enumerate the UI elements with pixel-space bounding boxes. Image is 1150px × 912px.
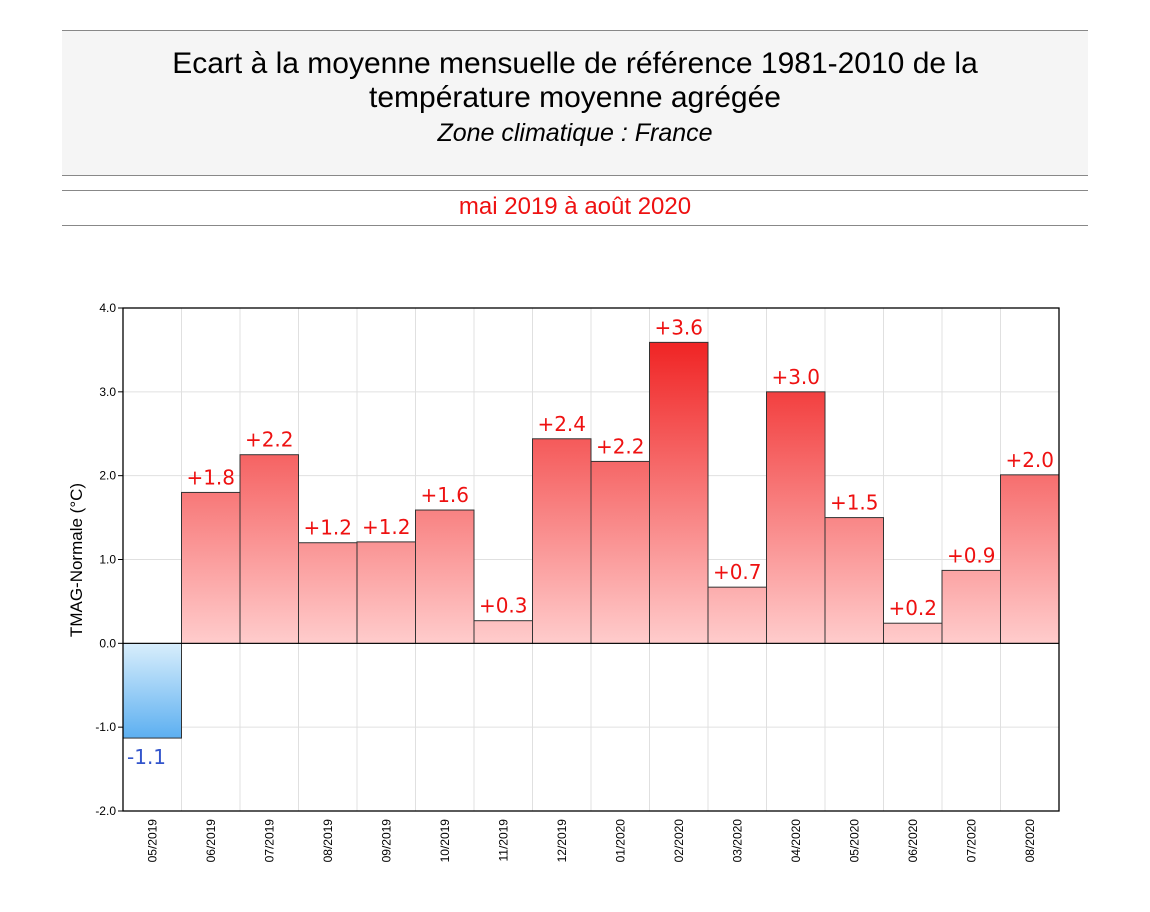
data-label: +1.8 (186, 465, 235, 489)
title-line-1: Ecart à la moyenne mensuelle de référenc… (172, 47, 978, 80)
chart-subtitle: Zone climatique : France (437, 119, 713, 147)
bar-06/2019 (181, 491, 241, 644)
bar-08/2019 (298, 542, 358, 644)
x-tick-label: 02/2020 (672, 819, 686, 863)
y-axis-label: TMAG-Normale (°C) (67, 483, 86, 637)
data-label: +1.2 (362, 515, 411, 539)
data-label: -1.1 (127, 745, 166, 769)
data-label: +3.6 (654, 315, 703, 339)
data-label: +2.2 (596, 434, 645, 458)
data-label: +1.2 (303, 516, 352, 540)
y-tick-label: 1.0 (99, 553, 116, 567)
y-tick-label: 4.0 (99, 301, 116, 315)
x-tick-label: 06/2020 (906, 819, 920, 863)
bar-08/2020 (1000, 474, 1060, 644)
title-panel: Ecart à la moyenne mensuelle de référenc… (62, 30, 1088, 176)
bar-05/2020 (824, 517, 884, 644)
x-tick-label: 10/2019 (438, 819, 452, 863)
bar-12/2019 (532, 438, 592, 644)
bar-07/2020 (941, 569, 1001, 644)
y-tick-label: 2.0 (99, 469, 116, 483)
data-label: +3.0 (771, 365, 820, 389)
data-label: +2.4 (537, 412, 586, 436)
bar-06/2020 (883, 622, 943, 644)
bar-10/2019 (415, 509, 475, 644)
x-tick-label: 12/2019 (555, 819, 569, 863)
bar-02/2020 (649, 341, 709, 644)
bar-04/2020 (766, 391, 826, 644)
x-tick-label: 08/2019 (321, 819, 335, 863)
x-tick-label: 09/2019 (379, 819, 393, 863)
bar-03/2020 (707, 586, 767, 644)
x-tick-label: 06/2019 (204, 819, 218, 863)
data-label: +0.7 (713, 560, 762, 584)
y-tick-label: 0.0 (99, 636, 116, 650)
y-tick-label: -2.0 (95, 804, 116, 818)
data-label: +0.2 (888, 596, 937, 620)
bar-11/2019 (473, 620, 533, 644)
x-tick-label: 05/2020 (847, 819, 861, 863)
x-tick-label: 11/2019 (496, 819, 510, 862)
data-label: +2.2 (245, 428, 294, 452)
title-line-2: température moyenne agrégée (369, 81, 781, 114)
plot-frame (122, 307, 1060, 812)
data-label: +0.9 (947, 543, 996, 567)
bar-01/2020 (590, 460, 650, 644)
x-tick-label: 08/2020 (1023, 819, 1037, 863)
period-label: mai 2019 à août 2020 (62, 190, 1088, 226)
x-tick-label: 03/2020 (730, 819, 744, 863)
x-tick-label: 07/2019 (262, 819, 276, 863)
x-tick-label: 04/2020 (789, 819, 803, 863)
data-label: +1.6 (420, 483, 469, 507)
y-tick-label: 3.0 (99, 385, 116, 399)
data-label: +0.3 (479, 594, 528, 618)
data-label: +1.5 (830, 491, 879, 515)
chart-title: Ecart à la moyenne mensuelle de référenc… (62, 47, 1088, 115)
x-tick-label: 01/2020 (613, 819, 627, 863)
y-tick-label: -1.0 (95, 720, 116, 734)
x-tick-label: 07/2020 (964, 819, 978, 863)
bar-05/2019 (122, 642, 182, 739)
data-label: +2.0 (1005, 448, 1054, 472)
bar-07/2019 (239, 454, 299, 644)
x-tick-label: 05/2019 (145, 819, 159, 863)
bar-09/2019 (356, 541, 416, 644)
